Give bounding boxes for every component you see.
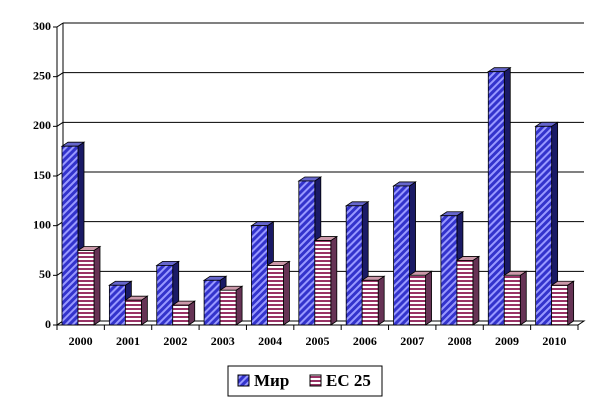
x-tick-label: 2007: [400, 334, 424, 348]
bar-side: [283, 260, 290, 326]
legend-box: [227, 365, 383, 397]
bar: [409, 274, 426, 326]
legend-text: ЕС 25: [326, 371, 371, 390]
bar: [503, 274, 521, 326]
bar: [251, 225, 268, 326]
y-tick-label: 0: [45, 317, 51, 331]
bar: [298, 180, 316, 326]
bar: [172, 304, 190, 326]
bar: [219, 289, 237, 326]
bar: [487, 71, 505, 326]
x-tick-label: 2008: [448, 334, 472, 348]
bar: [393, 185, 410, 326]
bar: [267, 264, 284, 326]
y-tick-label: 300: [33, 19, 51, 33]
bar-side: [519, 270, 527, 326]
x-tick-label: 2004: [258, 334, 282, 348]
x-tick-label: 2003: [211, 334, 235, 348]
bar-side: [377, 275, 385, 326]
y-tick-label: 100: [33, 217, 51, 231]
bar: [314, 240, 332, 326]
bar: [108, 284, 126, 326]
bar-side: [140, 295, 148, 326]
grid-line: [56, 22, 64, 28]
bar-side: [567, 280, 575, 326]
bar: [345, 205, 363, 326]
bar: [440, 215, 458, 326]
bar: [156, 264, 174, 326]
x-tick-label: 2009: [495, 334, 519, 348]
bar: [361, 279, 379, 326]
grid-line: [56, 121, 64, 127]
legend-swatch: [309, 374, 322, 387]
bar: [77, 250, 95, 326]
bar: [203, 279, 221, 326]
bar: [456, 260, 474, 326]
bar: [535, 125, 553, 326]
bar: [124, 299, 142, 326]
bar-side: [425, 270, 432, 326]
bar-side: [235, 285, 243, 326]
grid-line: [56, 72, 64, 78]
legend-text: Мир: [254, 371, 289, 390]
bar-side: [330, 235, 338, 326]
x-tick-label: 2000: [69, 334, 93, 348]
x-tick-label: 2006: [353, 334, 377, 348]
bar: [551, 284, 569, 326]
bar-side: [472, 255, 480, 326]
y-tick-label: 200: [33, 118, 51, 132]
x-tick-label: 2002: [163, 334, 187, 348]
bar-side: [93, 245, 101, 326]
x-tick-label: 2010: [542, 334, 566, 348]
legend-swatch: [237, 374, 250, 387]
y-tick-label: 50: [39, 267, 51, 281]
x-tick-label: 2005: [306, 334, 330, 348]
bar: [61, 145, 79, 326]
x-tick-label: 2001: [116, 334, 140, 348]
y-tick-label: 150: [33, 168, 51, 182]
y-tick-label: 250: [33, 68, 51, 82]
